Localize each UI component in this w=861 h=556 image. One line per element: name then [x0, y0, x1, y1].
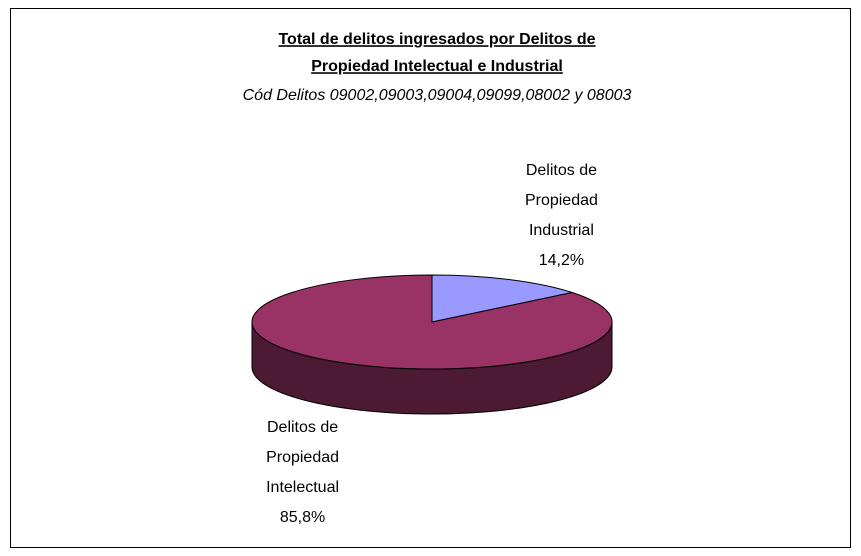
slice-name: Delitos de Propiedad Industrial: [524, 162, 598, 240]
slice-value: 14,2%: [538, 252, 585, 270]
pie-slice: [251, 274, 613, 370]
slice-label: Delitos de Propiedad Industrial 14,2%: [506, 156, 616, 276]
chart-subtitle: Cód Delitos 09002,09003,09004,09099,0800…: [243, 87, 632, 104]
slice-name: Delitos de Propiedad Intelectual: [266, 418, 340, 496]
slice-label: Delitos de Propiedad Intelectual 85,8%: [248, 413, 358, 533]
pie-slice: [431, 274, 575, 323]
chart-title: Propiedad Intelectual e Industrial: [311, 58, 563, 75]
chart-title: Total de delitos ingresados por Delitos …: [278, 31, 595, 48]
slice-value: 85,8%: [279, 508, 326, 526]
